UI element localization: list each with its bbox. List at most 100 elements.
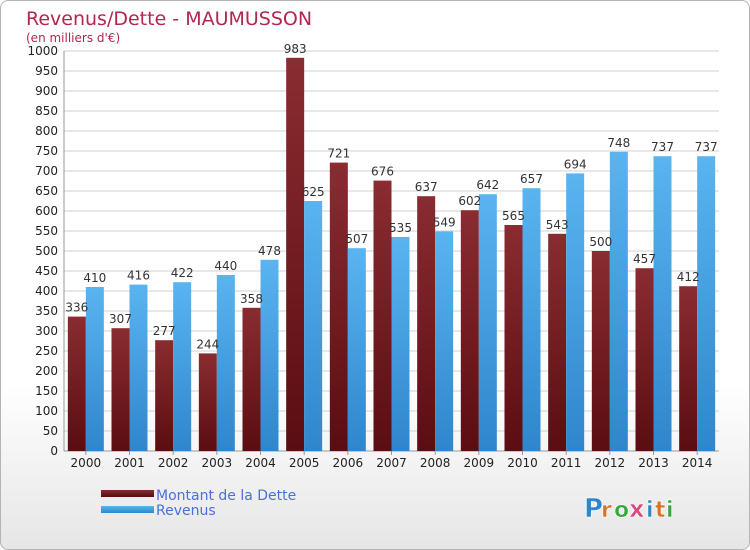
value-label-revenus: 657 [520, 172, 543, 186]
y-tick-label: 600 [35, 204, 58, 218]
x-tick-label: 2009 [464, 456, 495, 470]
x-tick-label: 2006 [333, 456, 364, 470]
bar-dette [460, 210, 479, 451]
value-label-revenus: 535 [389, 221, 412, 235]
value-label-revenus: 410 [83, 271, 106, 285]
value-label-revenus: 478 [258, 244, 281, 258]
value-labels: 336 410 307 416 277 422 244 440 358 478 983 625 721 5… [65, 42, 717, 352]
logo-letter: i [646, 498, 654, 523]
value-label-revenus: 737 [651, 140, 674, 154]
bar-dette [504, 225, 523, 451]
x-tick-label: 2014 [682, 456, 713, 470]
value-label-dette: 721 [327, 147, 350, 161]
bar-revenus [653, 156, 672, 451]
bar-revenus [697, 156, 716, 451]
value-label-revenus: 440 [214, 259, 237, 273]
y-tick-label: 900 [35, 84, 58, 98]
y-tick-label: 150 [35, 384, 58, 398]
logo-letter: x [629, 495, 645, 523]
bar-revenus [216, 275, 235, 451]
value-label-dette: 358 [240, 292, 263, 306]
y-tick-label: 350 [35, 304, 58, 318]
bar-revenus [435, 231, 454, 451]
x-tick-label: 2002 [158, 456, 189, 470]
bar-dette [548, 233, 567, 451]
value-label-dette: 412 [677, 270, 700, 284]
y-tick-label: 850 [35, 104, 58, 118]
bar-revenus [391, 237, 410, 451]
bar-dette [286, 57, 305, 452]
bar-revenus [260, 259, 279, 451]
value-label-revenus: 748 [607, 136, 630, 150]
value-label-revenus: 549 [433, 215, 456, 229]
y-tick-label: 250 [35, 344, 58, 358]
bar-dette [417, 196, 436, 451]
proxiti-logo: Pr o x i t i [584, 494, 674, 525]
legend: Montant de la Dette Revenus [101, 488, 296, 519]
value-label-dette: 637 [415, 180, 438, 194]
bar-dette [329, 162, 348, 451]
value-label-dette: 244 [196, 337, 219, 351]
logo-letter: P [584, 494, 603, 524]
logo-letter: t [655, 498, 666, 523]
bar-dette [242, 307, 261, 451]
value-label-revenus: 416 [127, 269, 150, 283]
value-label-revenus: 422 [171, 266, 194, 280]
x-tick-label: 2005 [289, 456, 320, 470]
value-label-revenus: 737 [695, 140, 718, 154]
bar-dette [373, 180, 392, 451]
bar-revenus [173, 282, 192, 451]
y-tick-label: 200 [35, 364, 58, 378]
x-tick-label: 2012 [595, 456, 626, 470]
y-tick-label: 500 [35, 244, 58, 258]
value-label-dette: 336 [65, 301, 88, 315]
chart-subtitle: (en milliers d'€) [26, 31, 120, 45]
value-label-dette: 307 [109, 312, 132, 326]
bar-revenus [129, 284, 148, 451]
x-tick-label: 2008 [420, 456, 451, 470]
y-tick-label: 300 [35, 324, 58, 338]
y-tick-label: 550 [35, 224, 58, 238]
bar-revenus [609, 151, 628, 452]
x-tick-label: 2007 [376, 456, 407, 470]
logo-letter: o [614, 498, 629, 523]
bar-revenus [522, 188, 541, 451]
bars [67, 57, 716, 452]
bar-dette [679, 286, 698, 451]
y-tick-label: 950 [35, 64, 58, 78]
y-tick-label: 450 [35, 264, 58, 278]
y-tick-label: 50 [43, 424, 58, 438]
bar-revenus [85, 287, 104, 451]
legend-swatch-revenus [101, 506, 154, 513]
bar-dette [67, 316, 86, 451]
value-label-dette: 565 [502, 209, 525, 223]
bar-revenus [566, 173, 585, 451]
legend-label-debt: Montant de la Dette [156, 488, 296, 504]
value-label-dette: 500 [589, 235, 612, 249]
x-tick-label: 2013 [638, 456, 669, 470]
y-tick-label: 1000 [27, 44, 58, 58]
value-label-revenus: 625 [302, 185, 325, 199]
x-tick-label: 2001 [114, 456, 145, 470]
x-tick-label: 2003 [202, 456, 233, 470]
x-axis-ticks: 2000 2001 2002 2003 2004 2005 2006 2007 2008 2009… [71, 451, 713, 470]
y-tick-label: 0 [50, 444, 58, 458]
y-tick-label: 400 [35, 284, 58, 298]
value-label-revenus: 694 [564, 157, 587, 171]
bar-revenus [304, 201, 323, 451]
legend-swatch-debt [101, 490, 154, 497]
y-tick-label: 750 [35, 144, 58, 158]
value-label-revenus: 642 [476, 178, 499, 192]
bar-dette [111, 328, 130, 451]
value-label-dette: 277 [153, 324, 176, 338]
logo-letter: r [601, 498, 612, 523]
x-tick-label: 2000 [71, 456, 102, 470]
value-label-dette: 543 [546, 218, 569, 232]
value-label-dette: 457 [633, 252, 656, 266]
bar-dette [198, 353, 217, 451]
legend-label-revenus: Revenus [156, 503, 216, 519]
value-label-dette: 602 [458, 194, 481, 208]
bar-dette [635, 268, 654, 451]
